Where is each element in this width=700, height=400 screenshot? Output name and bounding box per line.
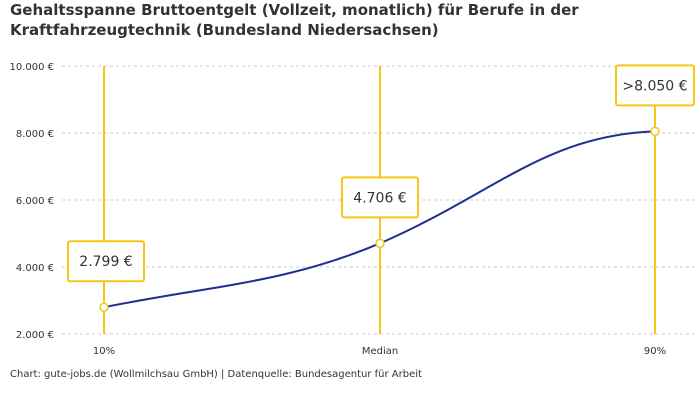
data-label-box [615, 64, 695, 107]
data-points [99, 126, 660, 312]
chart-source-caption: Chart: gute-jobs.de (Wollmilchsau GmbH) … [10, 369, 422, 380]
y-tick-label: 8.000 € [16, 129, 54, 140]
x-tick-label: Median [362, 346, 398, 357]
y-tick-label: 10.000 € [9, 62, 54, 73]
data-label-text: 2.799 € [79, 254, 132, 270]
data-label: 2.799 € [67, 240, 145, 283]
data-label-box [341, 176, 419, 219]
y-tick-label: 6.000 € [16, 196, 54, 207]
data-label-text: 4.706 € [353, 190, 406, 206]
data-point [650, 126, 660, 137]
chart-title: Gehaltsspanne Bruttoentgelt (Vollzeit, m… [10, 1, 579, 39]
y-tick-label: 2.000 € [16, 330, 54, 341]
y-axis-tick-labels: 2.000 € 4.000 € 6.000 € 8.000 € 10.000 € [9, 62, 54, 341]
data-labels: 2.799 € 4.706 € >8.050 € [67, 64, 695, 283]
data-label-text: >8.050 € [622, 78, 687, 94]
x-axis-tick-labels: 10% Median 90% [93, 346, 666, 357]
data-label: >8.050 € [615, 64, 695, 107]
data-point [375, 238, 385, 249]
y-tick-label: 4.000 € [16, 263, 54, 274]
data-label-box [67, 240, 145, 283]
data-label: 4.706 € [341, 176, 419, 219]
data-point [99, 302, 109, 312]
x-tick-label: 10% [93, 346, 115, 357]
x-tick-label: 90% [644, 346, 666, 357]
